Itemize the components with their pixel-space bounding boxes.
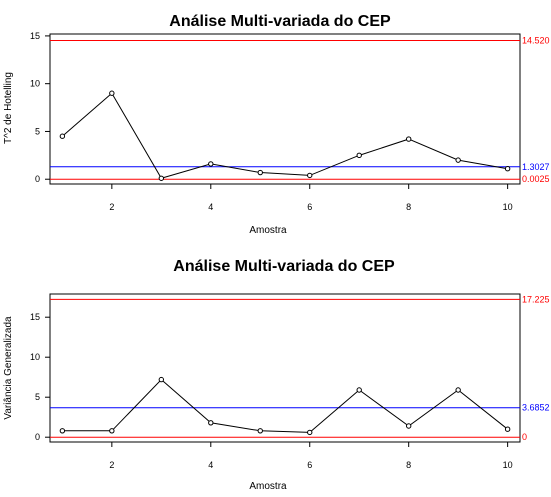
data-point <box>307 172 313 179</box>
y-axis-label: T^2 de Hotelling <box>3 72 14 144</box>
data-point <box>158 175 165 181</box>
data-point <box>405 423 412 429</box>
y-tick-label: 10 <box>30 352 40 362</box>
control-limit-label: 17.225 <box>522 294 550 304</box>
x-tick-label: 2 <box>109 460 114 470</box>
y-tick-label: 15 <box>30 312 40 322</box>
y-tick-label: 0 <box>35 432 40 442</box>
data-point <box>208 161 214 167</box>
control-limit-label: 0.0025 <box>522 174 550 184</box>
data-point <box>356 387 362 393</box>
x-tick-label: 10 <box>503 460 513 470</box>
x-tick-label: 4 <box>208 202 213 212</box>
plot-frame <box>49 33 521 185</box>
x-tick-label: 2 <box>109 202 114 212</box>
y-tick-label: 5 <box>35 392 40 402</box>
plot-frame <box>49 293 521 443</box>
series-line <box>62 92 508 179</box>
x-tick-label: 6 <box>307 460 312 470</box>
x-tick-label: 6 <box>307 202 312 212</box>
y-tick-label: 0 <box>35 174 40 184</box>
hotelling-t2-chart: Análise Multi-variada do CEP Amostra T^2… <box>3 13 550 236</box>
x-axis-label: Amostra <box>249 481 287 492</box>
data-point <box>455 387 461 393</box>
data-point <box>455 157 461 163</box>
y-tick-label: 15 <box>30 31 40 41</box>
y-tick-label: 10 <box>30 79 40 89</box>
x-tick-label: 8 <box>406 202 411 212</box>
data-point <box>504 166 511 172</box>
control-limit-label: 1.3027 <box>522 162 550 172</box>
x-axis-label: Amostra <box>249 225 287 236</box>
y-axis-label: Variância Generalizada <box>3 316 14 420</box>
data-point <box>59 133 66 139</box>
data-point <box>109 90 115 96</box>
x-tick-label: 10 <box>503 202 513 212</box>
y-tick-label: 5 <box>35 126 40 136</box>
control-limit-label: 3.6852 <box>522 403 550 413</box>
chart-title: Análise Multi-variada do CEP <box>169 13 391 30</box>
chart-title: Análise Multi-variada do CEP <box>173 258 395 275</box>
data-point <box>158 376 165 383</box>
data-point <box>257 428 263 434</box>
data-point <box>59 428 66 434</box>
series-line <box>62 378 508 433</box>
data-point <box>405 136 412 142</box>
control-limit-label: 14.520 <box>522 35 550 45</box>
data-point <box>257 169 263 176</box>
data-point <box>356 152 362 159</box>
data-point <box>504 426 511 432</box>
data-point <box>109 428 115 434</box>
x-tick-label: 8 <box>406 460 411 470</box>
x-tick-label: 4 <box>208 460 213 470</box>
generalized-variance-chart: Análise Multi-variada do CEP Amostra Var… <box>3 258 550 492</box>
data-point <box>307 429 313 436</box>
control-limit-label: 0 <box>522 432 527 442</box>
data-point <box>208 420 214 426</box>
